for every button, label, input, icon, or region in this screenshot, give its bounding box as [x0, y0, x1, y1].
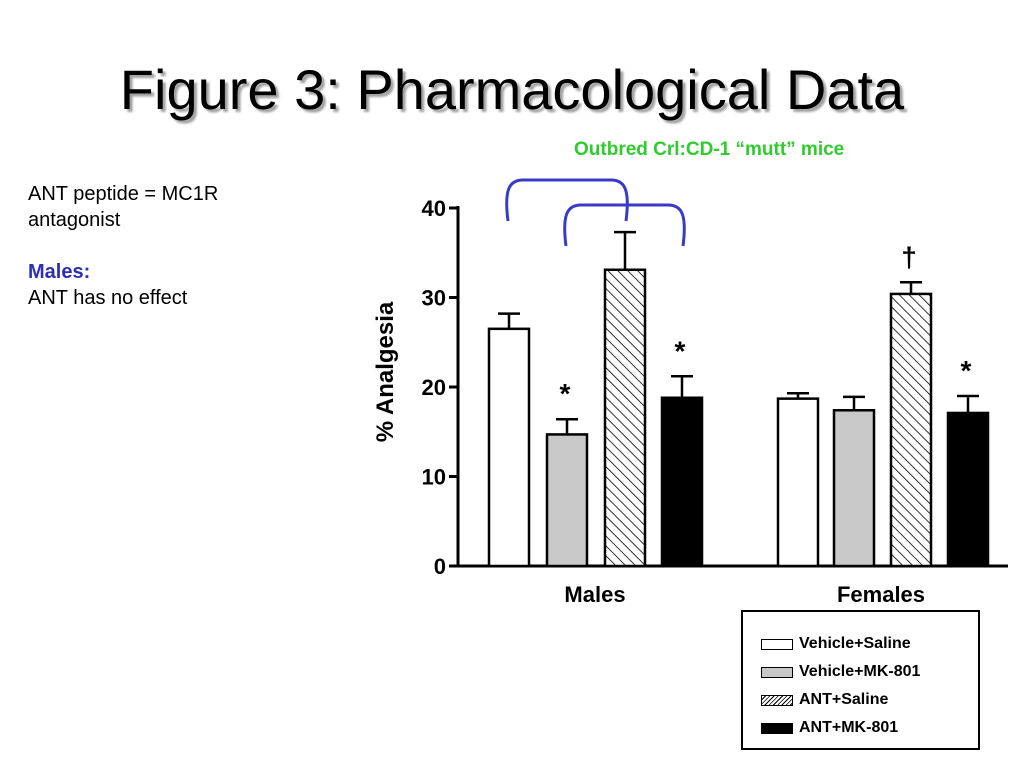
- legend-item-vehicle-saline: Vehicle+Saline: [761, 630, 978, 658]
- bar: [603, 268, 647, 568]
- legend-item-ant-mk801: ANT+MK-801: [761, 714, 978, 742]
- legend-item-ant-saline: ANT+Saline: [761, 686, 978, 714]
- y-axis-label: % Analgesia: [372, 301, 399, 442]
- y-tick-label: 0: [434, 554, 446, 579]
- significance-marker: †: [901, 241, 917, 272]
- y-tick-label: 10: [422, 465, 446, 490]
- chart-subtitle: Outbred Crl:CD-1 “mutt” mice: [574, 139, 845, 160]
- x-category-label: Males: [564, 582, 625, 607]
- chart-legend: Vehicle+Saline Vehicle+MK-801 ANT+Saline…: [741, 610, 980, 750]
- legend-swatch-black: [761, 722, 793, 734]
- males-text: ANT has no effect: [28, 287, 188, 309]
- significance-marker: *: [675, 335, 686, 366]
- slide-title: Figure 3: Pharmacological Data: [119, 58, 905, 121]
- bar: [545, 433, 589, 568]
- legend-label: ANT+MK-801: [799, 719, 899, 736]
- legend-label: Vehicle+Saline: [799, 635, 911, 652]
- legend-label: Vehicle+MK-801: [799, 663, 921, 680]
- significance-marker: *: [961, 355, 972, 386]
- y-tick-label: 30: [422, 286, 446, 311]
- x-category-label: Females: [837, 582, 925, 607]
- legend-swatch-white: [761, 638, 793, 650]
- legend-item-vehicle-mk801: Vehicle+MK-801: [761, 658, 978, 686]
- legend-label: ANT+Saline: [799, 691, 889, 708]
- notes-line-2: antagonist: [28, 209, 121, 231]
- bar: [946, 411, 990, 568]
- notes-panel: ANT peptide = MC1R antagonist Males: ANT…: [28, 181, 318, 311]
- y-tick-label: 20: [422, 375, 446, 400]
- legend-swatch-gray: [761, 666, 793, 678]
- y-tick-label: 40: [422, 196, 446, 221]
- bar: [832, 409, 876, 568]
- bar: [776, 397, 820, 568]
- legend-swatch-hatched: [761, 694, 793, 706]
- bar: [487, 327, 531, 568]
- notes-line-1: ANT peptide = MC1R: [28, 183, 219, 205]
- bar: [660, 396, 704, 568]
- bar: [889, 292, 933, 568]
- comparison-bracket: [563, 203, 686, 247]
- males-heading: Males:: [28, 261, 91, 283]
- significance-marker: *: [560, 378, 571, 409]
- comparison-bracket: [505, 178, 629, 222]
